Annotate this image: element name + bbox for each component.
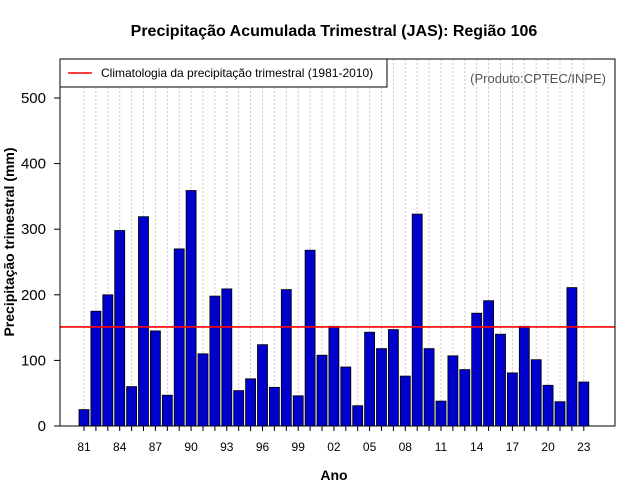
x-tick-label-17: 17 — [506, 440, 520, 454]
bar-00 — [304, 249, 316, 427]
bar-89 — [173, 248, 185, 427]
bar-05 — [364, 331, 376, 427]
x-axis: 81 84 87 90 93 96 99 02 05 08 11 14 17 20 23 — [77, 426, 591, 454]
bar-09 — [411, 213, 423, 427]
x-tick-label-20: 20 — [541, 440, 555, 454]
bar-86 — [138, 216, 149, 427]
bar-92 — [209, 295, 221, 427]
bar-94 — [233, 390, 245, 427]
x-tick-label-93: 93 — [220, 440, 234, 454]
x-tick-label-90: 90 — [184, 440, 198, 454]
bar-11 — [435, 400, 447, 427]
x-tick-label-14: 14 — [470, 440, 484, 454]
bar-series — [78, 190, 590, 427]
bar-91 — [197, 353, 209, 427]
y-axis-title: Precipitação trimestral (mm) — [1, 147, 17, 336]
x-tick-label-11: 11 — [435, 440, 448, 454]
x-tick-label-05: 05 — [363, 440, 377, 454]
legend-label: Climatologia da precipitação trimestral … — [101, 66, 373, 80]
bar-87 — [149, 330, 161, 427]
y-tick-label-500: 500 — [21, 90, 46, 107]
bar-14 — [471, 312, 483, 427]
x-tick-label-81: 81 — [77, 440, 91, 454]
bar-18 — [518, 325, 530, 427]
y-tick-label-300: 300 — [21, 221, 46, 238]
chart-title: Precipitação Acumulada Trimestral (JAS):… — [131, 23, 538, 40]
bar-19 — [530, 359, 542, 427]
bar-90 — [185, 190, 197, 427]
bar-15 — [483, 300, 495, 427]
legend-box — [59, 58, 388, 88]
y-tick-label-100: 100 — [21, 352, 46, 369]
bar-88 — [161, 394, 173, 427]
x-tick-label-96: 96 — [256, 440, 270, 454]
bar-08 — [399, 375, 411, 427]
bar-97 — [268, 386, 280, 427]
bar-10 — [423, 348, 435, 427]
x-tick-label-84: 84 — [113, 440, 127, 454]
bar-98 — [280, 289, 292, 427]
x-tick-label-23: 23 — [577, 440, 591, 454]
bar-07 — [387, 329, 399, 427]
x-tick-label-08: 08 — [399, 440, 413, 454]
bar-04 — [352, 405, 364, 427]
x-tick-label-99: 99 — [292, 440, 306, 454]
bar-96 — [257, 344, 268, 427]
y-axis: 0 100 200 300 400 500 — [21, 90, 60, 435]
y-tick-label-0: 0 — [38, 418, 46, 435]
bar-12 — [447, 355, 459, 427]
bar-06 — [376, 348, 387, 427]
bar-20 — [542, 384, 554, 427]
bar-02 — [328, 325, 340, 427]
bar-22 — [566, 287, 578, 427]
bar-23 — [578, 381, 590, 427]
legend: Climatologia da precipitação trimestral … — [59, 58, 388, 88]
source-note: (Produto:CPTEC/INPE) — [470, 71, 606, 86]
bar-17 — [506, 372, 518, 427]
y-tick-label-400: 400 — [21, 156, 46, 173]
bar-93 — [221, 288, 233, 427]
bar-99 — [292, 395, 304, 427]
bar-01 — [316, 354, 328, 427]
bar-81 — [78, 409, 90, 427]
bar-83 — [102, 294, 114, 427]
x-tick-label-87: 87 — [149, 440, 163, 454]
bar-85 — [126, 386, 137, 427]
bar-82 — [90, 310, 102, 427]
bar-16 — [495, 333, 506, 427]
bar-03 — [340, 366, 352, 427]
y-tick-label-200: 200 — [21, 287, 46, 304]
x-tick-label-02: 02 — [327, 440, 341, 454]
bar-13 — [459, 369, 471, 427]
bar-21 — [554, 401, 566, 427]
bar-95 — [245, 378, 257, 427]
x-axis-title: Ano — [320, 467, 347, 483]
bar-84 — [114, 230, 126, 427]
